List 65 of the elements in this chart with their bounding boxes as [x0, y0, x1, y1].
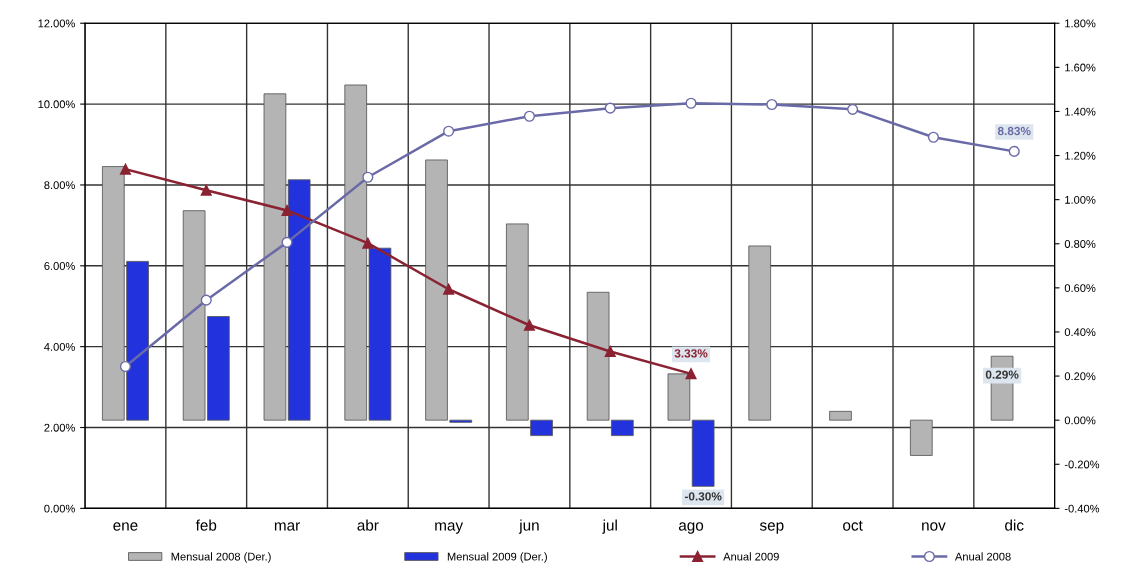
y2-tick-label: 0.40% — [1064, 328, 1096, 337]
point — [523, 319, 535, 331]
x-tick-label: jul — [602, 519, 617, 534]
y2-tick-label: -0.40% — [1064, 504, 1100, 513]
point — [604, 102, 616, 114]
y2-tick-label: 0.20% — [1064, 372, 1096, 381]
y-tick-label: 2.00% — [44, 423, 75, 432]
bar — [748, 245, 772, 421]
point — [685, 368, 697, 380]
point — [523, 110, 535, 122]
y-tick-label: 4.00% — [44, 342, 75, 351]
x-tick-label: ene — [113, 522, 138, 531]
y-tick-label: 12.00% — [38, 19, 75, 28]
y-tick-label: 10.00% — [38, 100, 75, 109]
bar — [287, 179, 311, 421]
point — [766, 98, 778, 111]
point — [119, 163, 132, 175]
bar — [263, 93, 287, 421]
y2-tick-label: 1.60% — [1065, 63, 1096, 72]
data-label: 0.29% — [985, 370, 1019, 379]
point — [927, 131, 939, 143]
y2-tick-label: 0.60% — [1064, 284, 1096, 292]
x-tick-label: mar — [274, 522, 300, 531]
bar — [667, 373, 691, 421]
point — [200, 184, 212, 196]
x-tick-label: abr — [357, 519, 379, 531]
x-tick-label: jun — [518, 519, 539, 534]
point — [281, 236, 293, 248]
point — [362, 237, 374, 249]
legend-label: Mensual 2009 (Der.) — [447, 552, 547, 563]
data-label: 8.83% — [997, 126, 1031, 136]
y2-tick-label: 1.20% — [1065, 151, 1096, 160]
point — [443, 283, 455, 295]
x-tick-label: feb — [195, 519, 217, 531]
y-tick-label: 6.00% — [44, 262, 75, 270]
point — [443, 125, 455, 137]
legend-label: Anual 2008 — [954, 552, 1011, 561]
bar — [909, 419, 933, 456]
y2-tick-label: 0.80% — [1064, 240, 1096, 248]
point — [685, 97, 697, 109]
x-tick-label: sep — [759, 522, 784, 534]
point — [119, 360, 132, 373]
x-tick-label: nov — [922, 522, 946, 531]
data-label: 3.33% — [674, 349, 708, 358]
point — [1008, 145, 1020, 157]
point — [847, 103, 859, 115]
point — [200, 294, 212, 306]
x-tick-label: may — [435, 522, 464, 534]
y2-tick-label: -0.20% — [1064, 460, 1100, 469]
y-tick-label: 0.00% — [44, 504, 75, 513]
data-label: -0.30% — [684, 492, 722, 501]
legend-label: Mensual 2008 (Der.) — [171, 552, 271, 563]
bar — [829, 410, 852, 421]
x-tick-label: oct — [843, 520, 863, 531]
point — [604, 345, 616, 358]
y2-tick-label: 1.80% — [1065, 19, 1096, 28]
y-tick-label: 8.00% — [44, 181, 75, 190]
x-tick-label: ago — [678, 522, 704, 534]
point — [281, 204, 293, 216]
x-tick-label: dic — [1005, 519, 1024, 531]
y2-tick-label: 0.00% — [1064, 416, 1096, 425]
legend-label: Anual 2009 — [723, 552, 779, 561]
point — [362, 171, 374, 183]
y2-tick-label: 1.40% — [1065, 107, 1096, 116]
y2-tick-label: 1.00% — [1065, 195, 1096, 204]
